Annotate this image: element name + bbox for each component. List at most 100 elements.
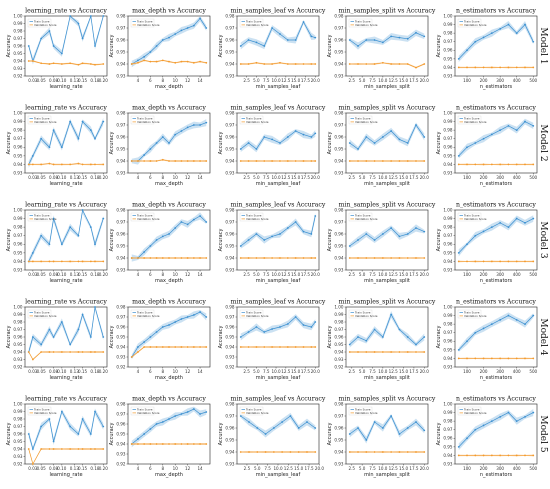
train-score-point: [69, 15, 72, 17]
train-score-point: [423, 230, 426, 233]
subplot-title: min_samples_leaf vs Accuracy: [231, 202, 326, 209]
validation-score-point: [31, 260, 34, 263]
train-score-point: [499, 415, 502, 418]
validation-score-point: [205, 257, 208, 259]
train-score-point: [239, 415, 242, 417]
train-score-line: [458, 315, 534, 351]
validation-score-point: [149, 160, 152, 162]
x-tick-label: 14: [197, 175, 203, 180]
y-tick-label: 1.00: [443, 401, 453, 406]
x-tick-label: 17.5: [301, 369, 311, 374]
validation-score-point: [143, 257, 146, 259]
train-score-point: [137, 438, 139, 440]
y-tick-label: 0.93: [334, 461, 344, 466]
train-score-point: [199, 413, 201, 415]
y-tick-label: 0.97: [443, 233, 453, 238]
validation-score-point: [102, 63, 105, 65]
y-tick-label: 1.00: [443, 304, 453, 309]
y-tick-label: 1.00: [13, 304, 23, 309]
x-tick-label: 4: [137, 369, 140, 374]
train-score-point: [271, 27, 274, 29]
train-score-point: [239, 45, 242, 47]
train-score-line: [349, 227, 425, 247]
y-axis-label: Accuracy: [218, 423, 224, 446]
x-axis-label: max_depth: [155, 472, 183, 478]
train-score-point: [52, 336, 55, 338]
legend-validation-label: Validation Score: [464, 120, 487, 124]
train-score-point: [474, 234, 477, 237]
x-tick-label: 4: [137, 175, 140, 180]
validation-score-point: [143, 59, 146, 62]
x-tick-label: 12: [185, 175, 191, 180]
y-tick-label: 0.99: [13, 119, 23, 124]
x-tick-label: 7.5: [264, 466, 271, 471]
x-tick-label: 14: [197, 78, 203, 83]
train-score-point: [48, 146, 51, 149]
train-score-point: [423, 336, 426, 338]
train-score-line: [28, 15, 104, 63]
x-axis-label: learning_rate: [49, 375, 82, 381]
y-tick-label: 0.99: [443, 410, 453, 415]
train-score-point: [174, 33, 177, 35]
x-tick-label: 10.0: [378, 272, 388, 277]
train-score-point: [48, 418, 51, 420]
y-tick-label: 0.95: [116, 334, 126, 339]
x-tick-label: 0.10: [57, 78, 67, 83]
y-tick-label: 0.93: [225, 73, 235, 78]
validation-score-point: [286, 63, 289, 65]
validation-score-point: [482, 357, 485, 360]
legend-validation-label: Validation Score: [246, 120, 269, 124]
train-score-point: [390, 313, 393, 316]
validation-score-band: [28, 60, 104, 66]
legend-train-label: Train Score: [463, 408, 480, 412]
validation-score-point: [239, 451, 242, 453]
validation-score-point: [186, 60, 189, 63]
validation-score-point: [247, 257, 250, 259]
x-tick-label: 0.10: [57, 175, 67, 180]
x-tick-label: 17.5: [409, 272, 419, 277]
y-tick-label: 0.94: [443, 162, 453, 167]
x-axis-label: min_samples_split: [364, 181, 410, 187]
train-score-point: [255, 41, 258, 44]
x-tick-label: 8: [161, 272, 164, 277]
train-score-point: [373, 239, 376, 241]
x-tick-label: 8: [161, 78, 164, 83]
x-tick-label: 2.5: [349, 369, 356, 374]
legend-train-label: Train Score: [245, 311, 262, 315]
train-score-point: [205, 121, 208, 124]
x-tick-label: 15.0: [399, 78, 409, 83]
train-score-point: [199, 17, 201, 20]
validation-score-point: [247, 346, 250, 348]
x-axis-label: min_samples_split: [364, 278, 410, 284]
train-score-point: [279, 142, 281, 144]
y-tick-label: 0.93: [116, 451, 126, 456]
validation-score-point: [192, 346, 195, 348]
train-score-point: [398, 138, 401, 141]
train-score-point: [499, 27, 502, 30]
train-score-point: [94, 410, 96, 413]
validation-score-point: [40, 351, 43, 353]
train-score-point: [52, 45, 55, 47]
x-tick-label: 100: [463, 175, 471, 180]
validation-score-point: [381, 61, 384, 64]
validation-score-point: [466, 260, 468, 263]
train-score-point: [161, 326, 164, 328]
validation-score-point: [180, 60, 183, 63]
x-tick-label: 20.0: [311, 175, 321, 180]
train-score-point: [524, 415, 526, 418]
validation-score-point: [94, 351, 96, 353]
train-score-point: [515, 420, 518, 423]
train-score-line: [458, 23, 534, 60]
legend-validation-label: Validation Score: [464, 23, 487, 27]
x-tick-label: 6: [149, 175, 152, 180]
subplot-1-1: learning_rate vs Accuracy 0.92 0.93 0.94 0.9…: [6, 8, 108, 91]
validation-score-point: [373, 63, 376, 65]
y-tick-label: 0.92: [334, 364, 344, 369]
validation-score-point: [310, 63, 313, 65]
